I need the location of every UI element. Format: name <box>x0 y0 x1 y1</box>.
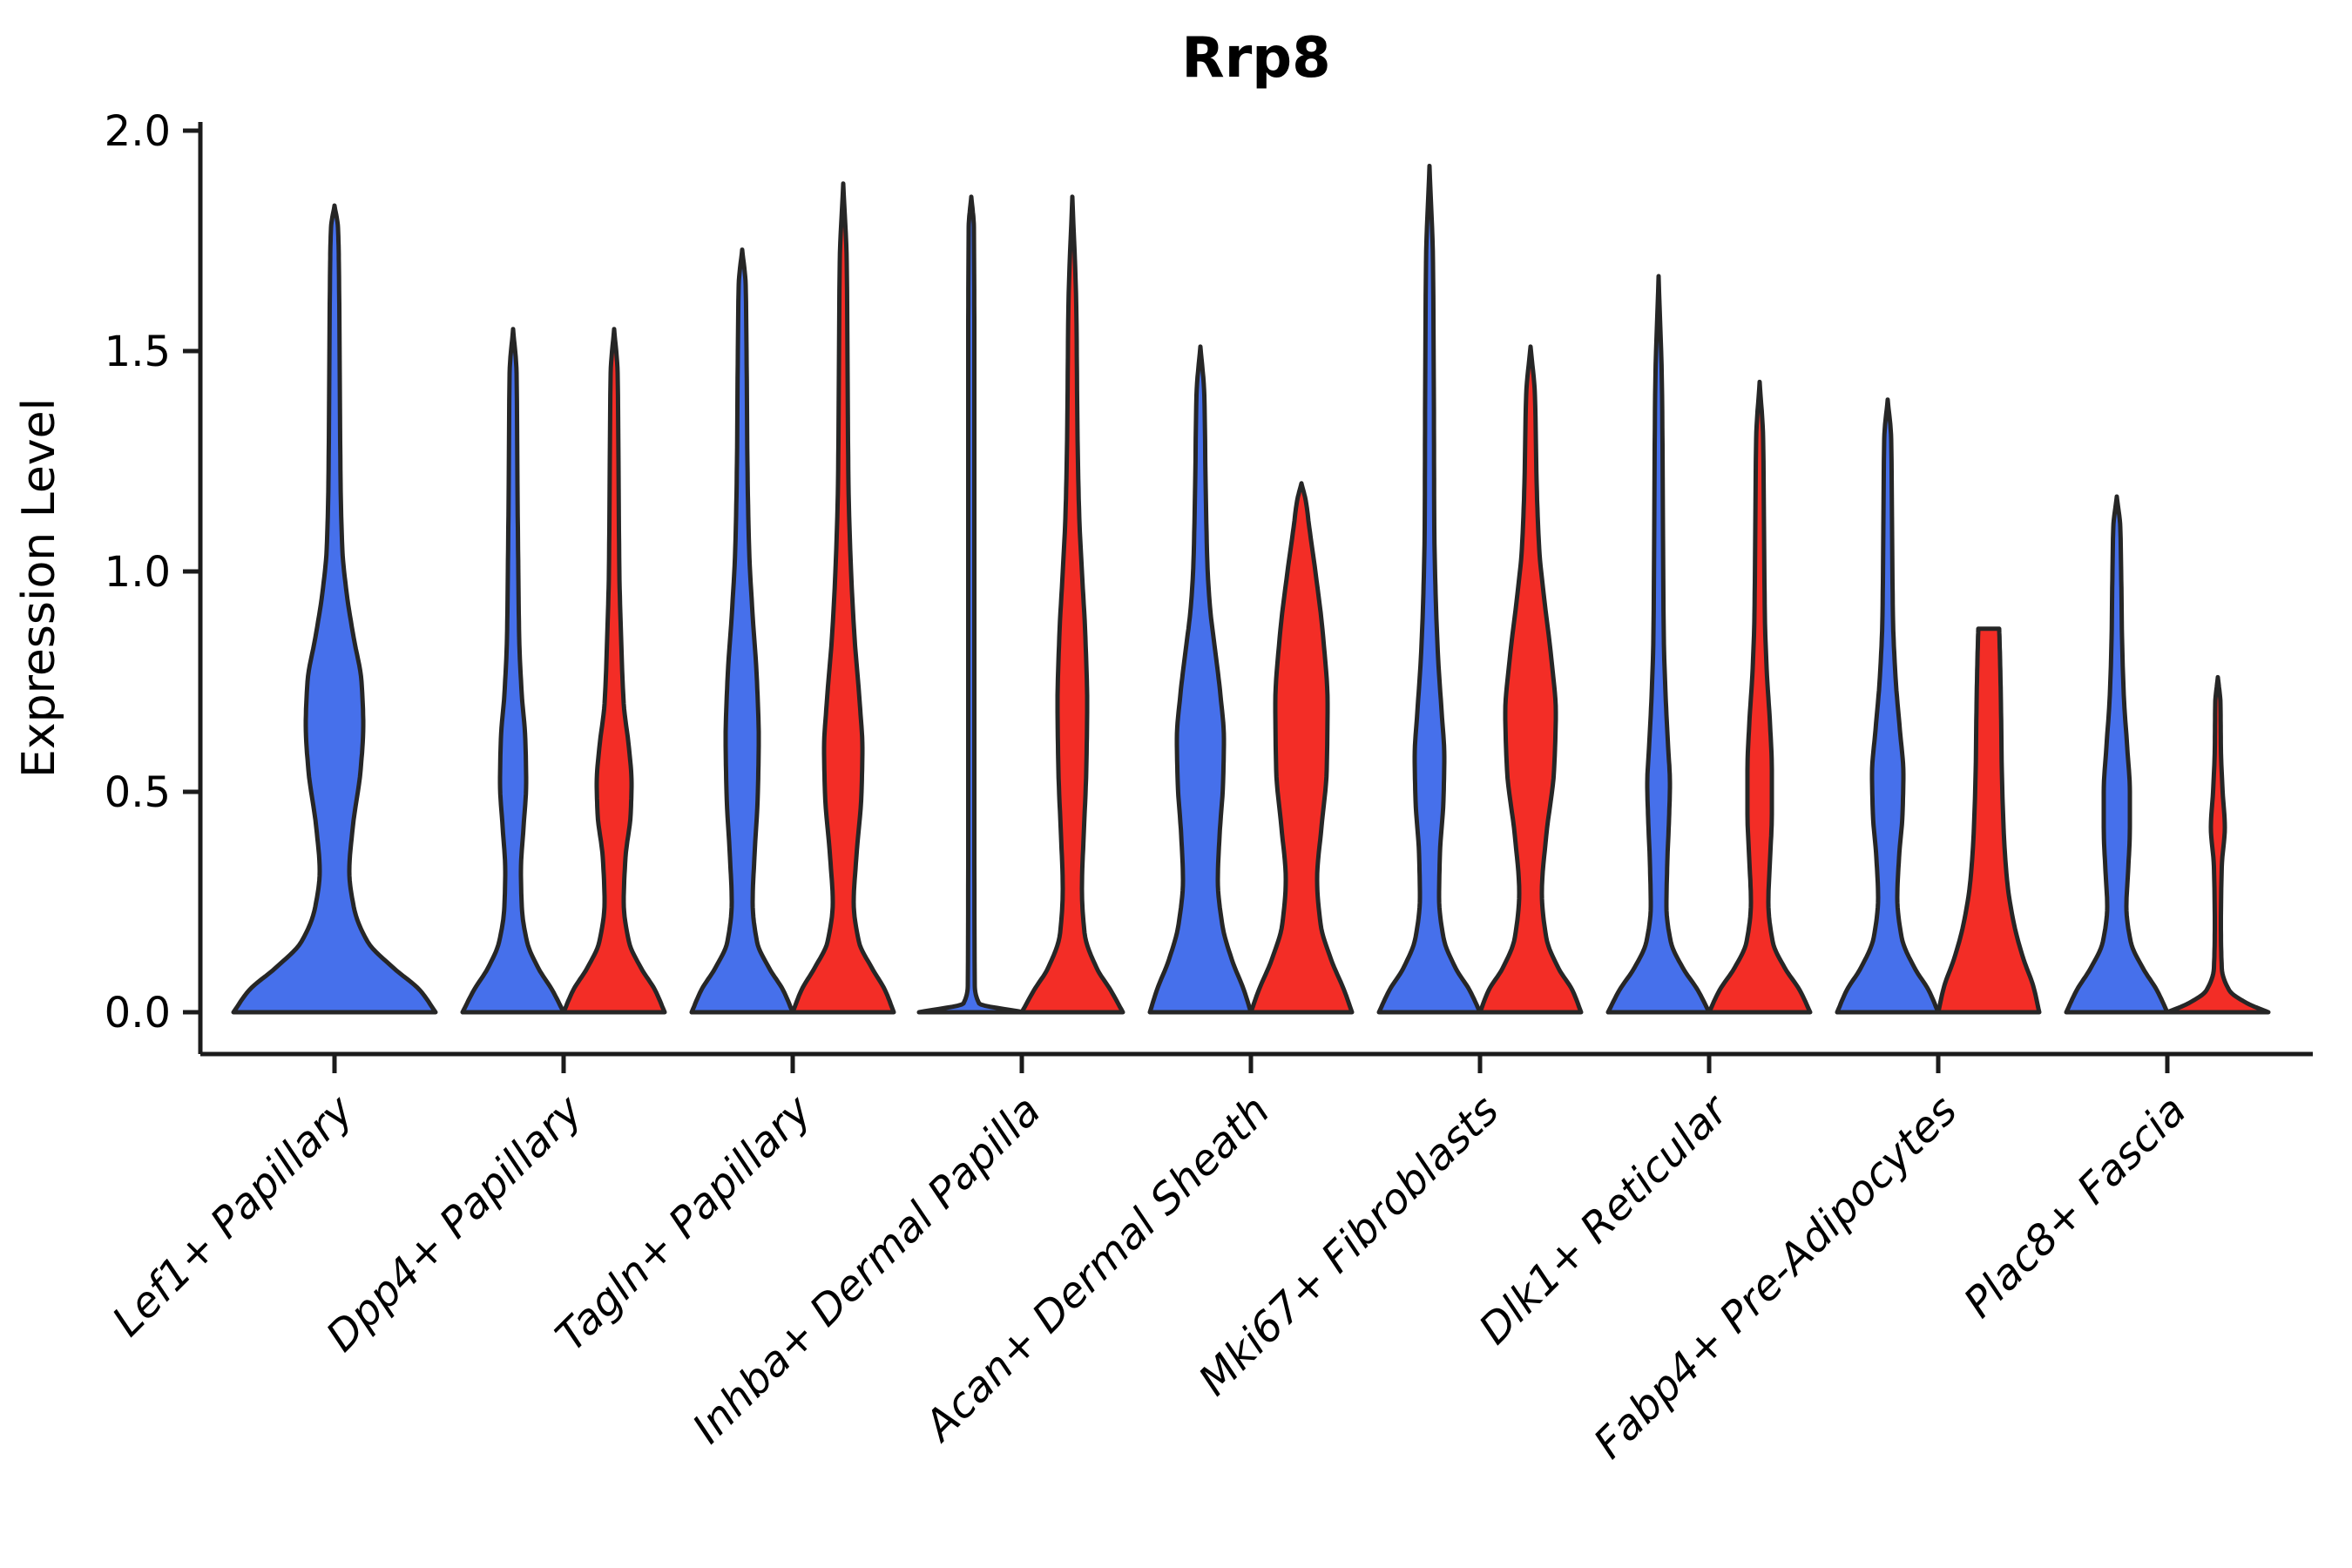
violin-dlk1-reticular-red <box>1707 379 1813 1015</box>
x-tick-label-lef1-papillary: Lef1+ Papillary <box>103 1085 363 1346</box>
violin-layer <box>231 164 2271 1015</box>
violin-mki67-fibroblasts-red <box>1477 344 1584 1015</box>
violin-plac8-fascia-blue <box>2064 494 2170 1015</box>
y-tick-label-0.0: 0.0 <box>105 989 171 1037</box>
y-axis-label: Expression Level <box>13 398 65 778</box>
violin-dpp4-papillary-blue <box>460 327 566 1015</box>
y-tick-label-2.0: 2.0 <box>105 107 171 156</box>
y-tick-label-1.0: 1.0 <box>105 548 171 597</box>
violin-plac8-fascia-red <box>2165 674 2271 1015</box>
x-tick-label-dpp4-papillary: Dpp4+ Papillary <box>317 1085 592 1361</box>
violin-fabp4-pre-adipocytes-blue <box>1835 397 1941 1015</box>
axes-layer <box>183 122 2313 1073</box>
violin-tagln-papillary-blue <box>689 247 795 1015</box>
violin-dpp4-papillary-red <box>561 327 667 1015</box>
x-tick-label-fabp4-pre-adipocytes: Fabp4+ Pre-Adipocytes <box>1585 1086 1967 1469</box>
y-tick-label-0.5: 0.5 <box>105 768 171 817</box>
violin-lef1-papillary-blue <box>231 203 438 1015</box>
violin-fabp4-pre-adipocytes-red <box>1936 626 2042 1015</box>
violin-acan-dermal-sheath-blue <box>1147 344 1254 1015</box>
x-tick-label-dlk1-reticular: Dlk1+ Reticular <box>1470 1085 1740 1355</box>
y-tick-label-1.5: 1.5 <box>105 328 171 376</box>
violin-inhba-dermal-papilla-blue <box>916 194 1026 1015</box>
violin-mki67-fibroblasts-blue <box>1376 164 1483 1015</box>
chart-title: Rrp8 <box>1181 26 1330 91</box>
x-tick-label-tagln-papillary: Tagln+ Papillary <box>546 1085 821 1361</box>
violin-inhba-dermal-papilla-red <box>1019 194 1125 1015</box>
violin-tagln-papillary-red <box>790 181 896 1015</box>
violin-acan-dermal-sheath-red <box>1248 481 1355 1015</box>
x-tick-label-plac8-fascia: Plac8+ Fascia <box>1955 1086 2196 1328</box>
violin-dlk1-reticular-blue <box>1605 274 1712 1015</box>
